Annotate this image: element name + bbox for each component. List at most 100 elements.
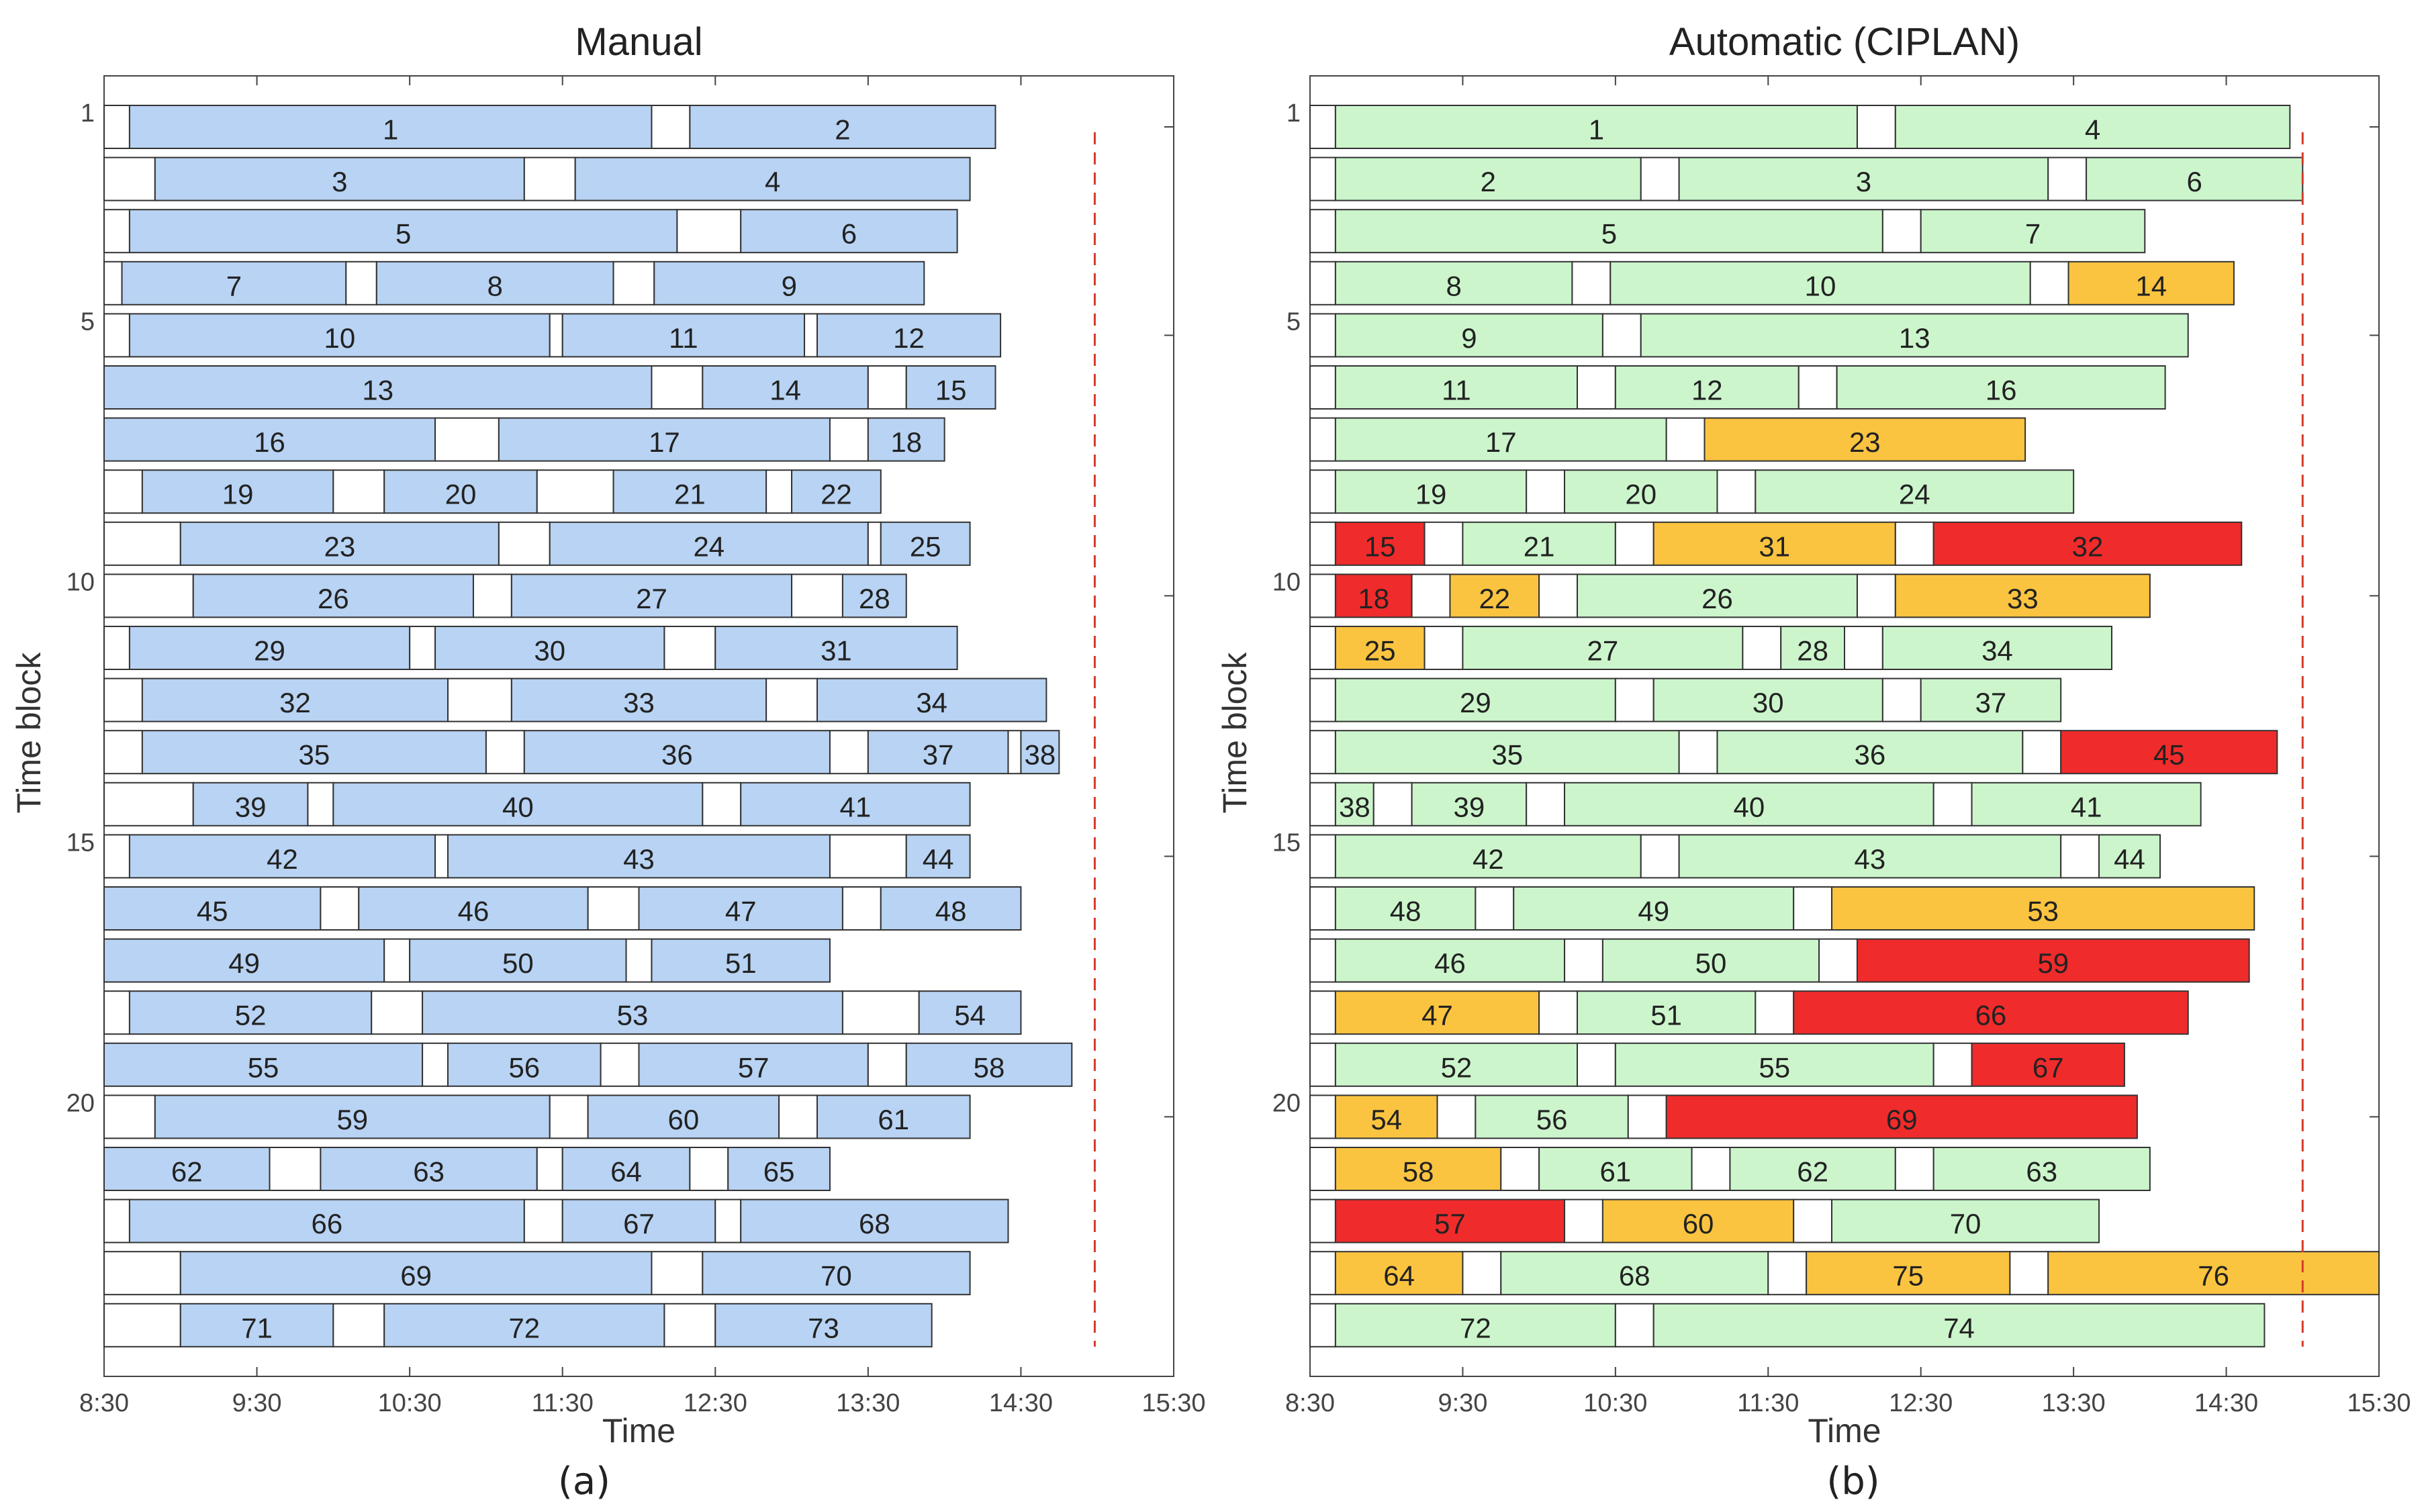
idle-gap	[383, 938, 411, 983]
surgery-label: 47	[1421, 1000, 1453, 1031]
surgery-bar	[918, 990, 1022, 1035]
idle-gap	[103, 521, 181, 566]
idle-gap	[1007, 730, 1022, 775]
idle-gap	[269, 1147, 322, 1191]
surgery-label: 52	[235, 1000, 267, 1031]
x-tick-label: 9:30	[1438, 1389, 1487, 1417]
surgery-bar	[128, 105, 653, 149]
surgery-label: 12	[893, 322, 925, 354]
surgery-bar	[549, 521, 869, 566]
surgery-bar	[1334, 521, 1426, 566]
surgery-bar	[103, 1147, 271, 1191]
x-tick-label: 10:30	[1583, 1389, 1647, 1417]
surgery-bar	[1564, 782, 1934, 826]
surgery-label: 23	[1849, 426, 1881, 458]
idle-gap	[1436, 1094, 1477, 1139]
surgery-bar	[128, 834, 436, 879]
surgery-label: 8	[1446, 270, 1461, 301]
surgery-label: 74	[1943, 1312, 1975, 1343]
surgery-label: 8	[487, 270, 503, 301]
surgery-bar	[816, 677, 1047, 722]
surgery-label: 65	[763, 1156, 795, 1188]
surgery-label: 5	[1601, 218, 1617, 250]
surgery-label: 64	[1383, 1260, 1415, 1292]
y-tick-label: 1	[1287, 99, 1301, 128]
idle-gap	[1640, 156, 1680, 201]
surgery-label: 27	[636, 583, 667, 614]
y-axis-label: Time block	[1216, 652, 1254, 814]
surgery-label: 14	[2135, 270, 2167, 301]
surgery-label: 57	[738, 1051, 769, 1083]
idle-gap	[1601, 313, 1642, 358]
surgery-label: 69	[400, 1260, 432, 1292]
surgery-bar	[1755, 469, 2075, 514]
surgery-bar	[689, 105, 996, 149]
idle-gap	[1309, 1042, 1336, 1087]
idle-gap	[1309, 1303, 1336, 1348]
idle-gap	[103, 1094, 156, 1139]
surgery-bar	[1334, 209, 1883, 254]
idle-gap	[1309, 1094, 1336, 1139]
surgery-bar	[1020, 730, 1060, 775]
idle-gap	[778, 1094, 819, 1139]
surgery-bar	[841, 573, 907, 618]
idle-gap	[103, 1251, 181, 1296]
idle-gap	[2009, 1251, 2049, 1296]
surgery-label: 32	[2072, 530, 2104, 562]
surgery-bar	[816, 1094, 971, 1139]
idle-gap	[1818, 938, 1858, 983]
idle-gap	[829, 730, 869, 775]
surgery-bar	[154, 156, 525, 201]
x-tick-label: 13:30	[836, 1389, 900, 1417]
idle-gap	[2022, 730, 2062, 775]
x-tick-label: 10:30	[378, 1389, 442, 1417]
idle-gap	[1564, 1198, 1603, 1243]
idle-gap	[689, 1147, 729, 1191]
idle-gap	[1309, 313, 1336, 358]
surgery-bar	[1334, 261, 1573, 305]
idle-gap	[1614, 1303, 1654, 1348]
surgery-label: 62	[1797, 1156, 1828, 1188]
surgery-label: 63	[413, 1156, 445, 1188]
surgery-label: 31	[821, 635, 852, 667]
surgery-bar	[1334, 105, 1858, 149]
panel-automatic: 8:30 9:30 10:30 11:30 12:30 13:30 14:30 15:3015…	[1216, 20, 2411, 1503]
idle-gap	[1309, 938, 1336, 983]
surgery-label: 40	[1733, 791, 1765, 822]
surgery-label: 25	[1364, 635, 1396, 667]
surgery-label: 39	[1454, 791, 1485, 822]
surgery-label: 28	[859, 583, 890, 614]
surgery-bar	[409, 938, 627, 983]
idle-gap	[332, 469, 385, 514]
surgery-bar	[1411, 782, 1528, 826]
idle-gap	[1309, 626, 1336, 670]
surgery-bar	[1564, 469, 1718, 514]
idle-gap	[1372, 782, 1413, 826]
surgery-label: 72	[1460, 1312, 1491, 1343]
surgery-label: 10	[1805, 270, 1836, 301]
surgery-bar	[383, 469, 538, 514]
surgery-bar	[1334, 626, 1426, 670]
idle-gap	[765, 677, 818, 722]
surgery-label: 7	[2025, 218, 2041, 250]
y-tick-label: 5	[1287, 308, 1301, 336]
surgery-bar	[179, 1251, 653, 1296]
idle-gap	[1538, 990, 1578, 1035]
idle-gap	[1462, 1251, 1502, 1296]
idle-gap	[103, 313, 130, 358]
surgery-label: 16	[1986, 375, 2017, 406]
surgery-bar	[2047, 1251, 2380, 1296]
surgery-label: 44	[923, 843, 954, 875]
surgery-label: 6	[2187, 166, 2202, 197]
surgery-bar	[1920, 677, 2062, 722]
idle-gap	[434, 834, 449, 879]
x-tick-label: 8:30	[1285, 1389, 1335, 1417]
surgery-bar	[422, 990, 843, 1035]
chart-title: Manual	[575, 20, 702, 64]
surgery-bar	[1614, 365, 1800, 410]
surgery-label: 24	[1899, 479, 1930, 510]
surgery-bar	[510, 677, 767, 722]
idle-gap	[536, 1147, 563, 1191]
surgery-bar	[383, 1303, 665, 1348]
surgery-bar	[1856, 938, 2250, 983]
